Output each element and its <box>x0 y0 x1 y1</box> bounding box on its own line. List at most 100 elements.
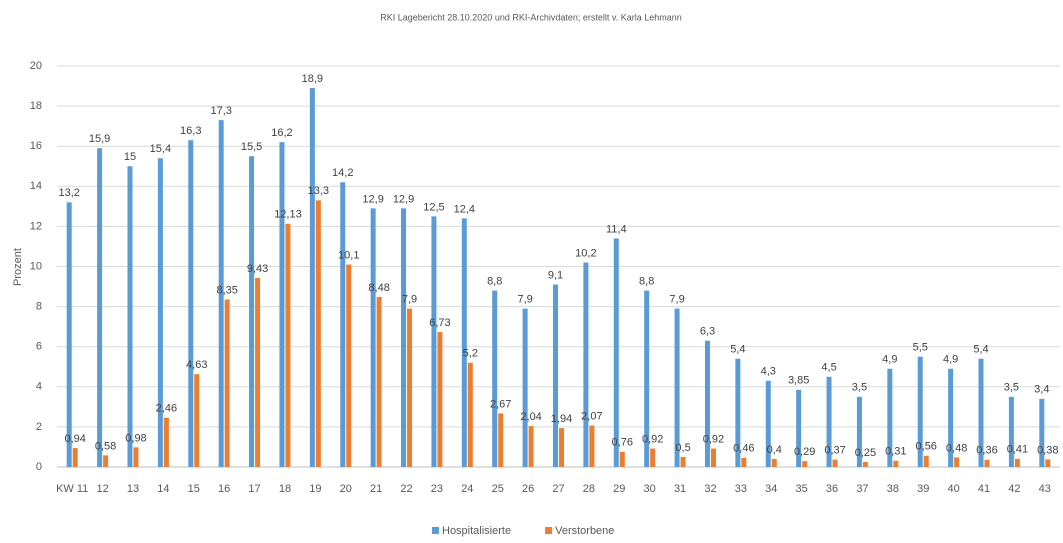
bar <box>279 142 285 467</box>
y-tick-label: 2 <box>36 421 42 433</box>
bar <box>856 396 862 467</box>
bar <box>765 380 771 467</box>
data-label: 8,8 <box>639 275 654 287</box>
bar <box>710 448 716 467</box>
x-tick-label: 37 <box>856 483 868 495</box>
data-label: 2,67 <box>490 398 511 410</box>
x-tick-label: 22 <box>400 483 412 495</box>
bar <box>619 451 625 467</box>
bar <box>553 284 558 467</box>
bar <box>1045 459 1051 467</box>
x-tick-label: 23 <box>431 483 443 495</box>
data-label: 7,9 <box>669 294 684 306</box>
x-tick-label: 35 <box>796 483 808 495</box>
data-label: 10,1 <box>338 249 359 261</box>
x-tick-label: 39 <box>917 483 929 495</box>
data-label: 2,04 <box>520 411 541 423</box>
data-label: 17,3 <box>210 105 231 117</box>
data-label: 10,2 <box>575 247 596 259</box>
data-label: 5,5 <box>913 342 928 354</box>
bar <box>832 459 838 467</box>
x-tick-label: 17 <box>248 483 260 495</box>
bar <box>796 389 802 467</box>
x-tick-label: 42 <box>1008 483 1020 495</box>
bar <box>984 459 990 467</box>
bar <box>674 308 680 467</box>
data-label: 16,2 <box>271 127 292 139</box>
data-label: 12,9 <box>362 193 383 205</box>
data-label: 0,41 <box>1007 444 1028 456</box>
data-label: 8,48 <box>368 282 389 294</box>
data-label: 12,13 <box>274 209 302 221</box>
data-label: 0,58 <box>95 440 116 452</box>
data-label: 15 <box>124 151 136 163</box>
bar <box>249 156 255 467</box>
bar <box>97 148 103 467</box>
data-label: 8,8 <box>487 275 502 287</box>
x-tick-label: 40 <box>947 483 959 495</box>
bar <box>1008 396 1014 467</box>
bar <box>133 447 139 467</box>
bar <box>589 425 595 467</box>
y-tick-label: 10 <box>30 260 42 272</box>
bar <box>255 277 261 467</box>
data-label: 13,2 <box>58 187 79 199</box>
bar <box>826 376 832 467</box>
bar <box>218 120 224 467</box>
data-label: 2,07 <box>581 410 602 422</box>
data-label: 4,63 <box>186 359 207 371</box>
data-label: 8,35 <box>216 284 237 296</box>
data-label: 0,31 <box>885 446 906 458</box>
bar <box>613 238 619 467</box>
bar <box>498 413 504 467</box>
legend-swatch <box>545 527 553 534</box>
bar <box>407 308 413 467</box>
x-tick-label: 24 <box>461 483 473 495</box>
x-tick-label: 27 <box>552 483 564 495</box>
data-label: 14,2 <box>332 167 353 179</box>
data-label: 12,4 <box>454 203 475 215</box>
x-tick-label: 16 <box>218 483 230 495</box>
data-label: 4,3 <box>761 366 776 378</box>
bar <box>862 461 868 467</box>
bar <box>401 208 407 468</box>
bar <box>680 456 686 467</box>
data-label: 12,5 <box>423 201 444 213</box>
x-tick-label: 13 <box>127 483 139 495</box>
bar <box>188 140 194 467</box>
data-label: 0,98 <box>125 432 146 444</box>
bar <box>802 461 808 467</box>
bar <box>887 368 893 467</box>
data-label: 16,3 <box>180 125 201 137</box>
data-label: 0,37 <box>824 444 845 456</box>
bar <box>583 262 589 467</box>
data-label: 15,9 <box>89 133 110 145</box>
bar <box>1039 398 1045 467</box>
data-label: 5,4 <box>973 344 988 356</box>
data-label: 0,36 <box>976 445 997 457</box>
bar <box>948 368 954 467</box>
bar <box>528 426 534 467</box>
bar <box>644 290 650 467</box>
y-tick-label: 12 <box>30 220 42 232</box>
x-tick-label: KW 11 <box>56 483 88 495</box>
bar <box>127 166 133 467</box>
data-label: 4,5 <box>821 362 836 374</box>
x-tick-label: 30 <box>644 483 656 495</box>
bar <box>893 460 899 467</box>
bar <box>978 358 984 467</box>
x-tick-label: 12 <box>96 483 108 495</box>
legend-swatch <box>432 527 439 534</box>
bar <box>954 457 960 467</box>
data-label: 0,92 <box>703 433 724 445</box>
data-label: 7,9 <box>517 294 532 306</box>
data-label: 3,4 <box>1034 384 1049 396</box>
bar <box>157 158 163 468</box>
data-label: 11,4 <box>606 223 627 235</box>
data-label: 0,94 <box>64 433 85 445</box>
x-tick-label: 34 <box>765 483 777 495</box>
bar <box>704 340 710 467</box>
data-label: 0,38 <box>1037 444 1058 456</box>
bar <box>370 208 376 468</box>
bar <box>315 200 321 467</box>
